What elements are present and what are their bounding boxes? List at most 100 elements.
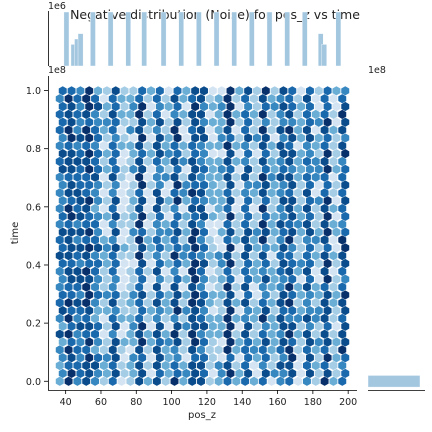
hexbin-cell — [76, 211, 85, 222]
hexbin-cell — [161, 282, 170, 292]
hexbin-cell — [67, 133, 76, 143]
hexbin-cell — [82, 266, 91, 276]
hexbin-cell — [94, 211, 103, 222]
hexbin-cell — [126, 125, 135, 135]
hexbin-cell — [329, 203, 338, 214]
hexbin-cell — [323, 274, 332, 284]
hexbin-cell — [182, 243, 191, 253]
hexbin-cell — [244, 243, 253, 253]
hexbin-cell — [205, 360, 214, 371]
hexbin-cell — [108, 156, 117, 167]
hexbin-cell — [258, 313, 267, 324]
hexbin-cell — [285, 251, 294, 261]
hexbin-cell — [249, 282, 258, 292]
hexbin-cell — [223, 203, 232, 214]
hexbin-cell — [85, 149, 94, 159]
hexbin-cell — [155, 211, 164, 222]
hexbin-cell — [126, 313, 135, 324]
hexbin-cell — [188, 313, 197, 324]
hexbin-cell — [258, 376, 267, 386]
hexbin-cell — [197, 219, 205, 229]
hexbin-cell — [144, 360, 153, 371]
hexbin-cell — [249, 235, 258, 245]
hexbin-cell — [94, 243, 103, 253]
hexbin-cell — [205, 94, 214, 104]
hexbin-cell — [126, 235, 135, 245]
hexbin-cell — [126, 172, 135, 182]
hexbin-cell — [288, 290, 297, 300]
hexbin-cell — [252, 353, 261, 363]
hexbin-cell — [58, 306, 67, 316]
hexbin-cell — [197, 329, 205, 339]
hexbin-cell — [276, 376, 285, 386]
hexbin-cell — [217, 227, 226, 237]
hexbin-cell — [208, 368, 217, 379]
hexbin-cell — [173, 290, 182, 300]
hexbin-cell — [276, 235, 285, 245]
hexbin-cell — [261, 149, 270, 159]
hexbin-cell — [67, 368, 76, 379]
hexbin-cell — [55, 360, 64, 371]
hexbin-cell — [117, 219, 126, 229]
hexbin-cell — [200, 306, 208, 316]
hexbin-cell — [311, 329, 320, 339]
hexbin-cell — [302, 313, 311, 324]
hexbin-cell — [120, 274, 129, 284]
hexbin-cell — [329, 376, 338, 386]
hexbin-cell — [64, 329, 73, 339]
x-tick-label: 180 — [304, 397, 322, 408]
hexbin-cell — [341, 337, 350, 347]
hexbin-cell — [144, 329, 153, 339]
hexbin-cell — [244, 321, 253, 331]
hexbin-cell — [91, 109, 100, 119]
hexbin-cell — [135, 266, 144, 276]
hexbin-cell — [191, 258, 200, 269]
hexbin-cell — [294, 141, 303, 151]
hexbin-cell — [232, 141, 241, 151]
hexbin-cell — [294, 266, 303, 276]
hexbin-cell — [82, 329, 91, 339]
hexbin-cell — [270, 337, 279, 347]
hexbin-cell — [138, 274, 147, 284]
hexbin-cell — [108, 376, 117, 386]
hexbin-cell — [267, 251, 276, 261]
hexbin-cell — [170, 266, 179, 276]
hexbin-cell — [164, 196, 173, 206]
hexbin-cell — [102, 227, 111, 237]
hexbin-cell — [258, 298, 267, 308]
hexbin-cell — [188, 235, 197, 245]
hexbin-cell — [102, 368, 111, 379]
hexbin-cell — [138, 180, 147, 190]
hexbin-cell — [235, 274, 244, 284]
hexbin-cell — [102, 133, 111, 143]
hexbin-cell — [205, 203, 214, 214]
hexbin-cell — [294, 94, 303, 104]
hexbin-cell — [235, 353, 244, 363]
hexbin-cell — [302, 360, 311, 371]
hexbin-cell — [288, 337, 297, 347]
hexbin-cell — [258, 219, 267, 229]
hexbin-cell — [191, 117, 200, 127]
hexbin-cell — [244, 180, 253, 190]
top-histogram-bar — [231, 11, 237, 67]
hexbin-cell — [332, 368, 341, 379]
hexbin-cell — [314, 258, 323, 269]
hexbin-cell — [85, 164, 94, 174]
hexbin-cell — [197, 94, 205, 104]
hexbin-cell — [329, 345, 338, 355]
hexbin-cell — [208, 149, 217, 159]
hexbin-cell — [302, 125, 311, 135]
hexbin-cell — [288, 196, 297, 206]
hexbin-cell — [99, 156, 108, 167]
hexbin-cell — [197, 156, 205, 167]
hexbin-cell — [323, 211, 332, 222]
hexbin-cell — [173, 164, 182, 174]
hexbin-cell — [311, 156, 320, 167]
hexbin-cell — [67, 227, 76, 237]
hexbin-cell — [311, 298, 320, 308]
hexbin-cell — [205, 345, 214, 355]
hexbin-cell — [320, 313, 329, 324]
hexbin-cell — [147, 321, 156, 331]
hexbin-cell — [252, 196, 261, 206]
